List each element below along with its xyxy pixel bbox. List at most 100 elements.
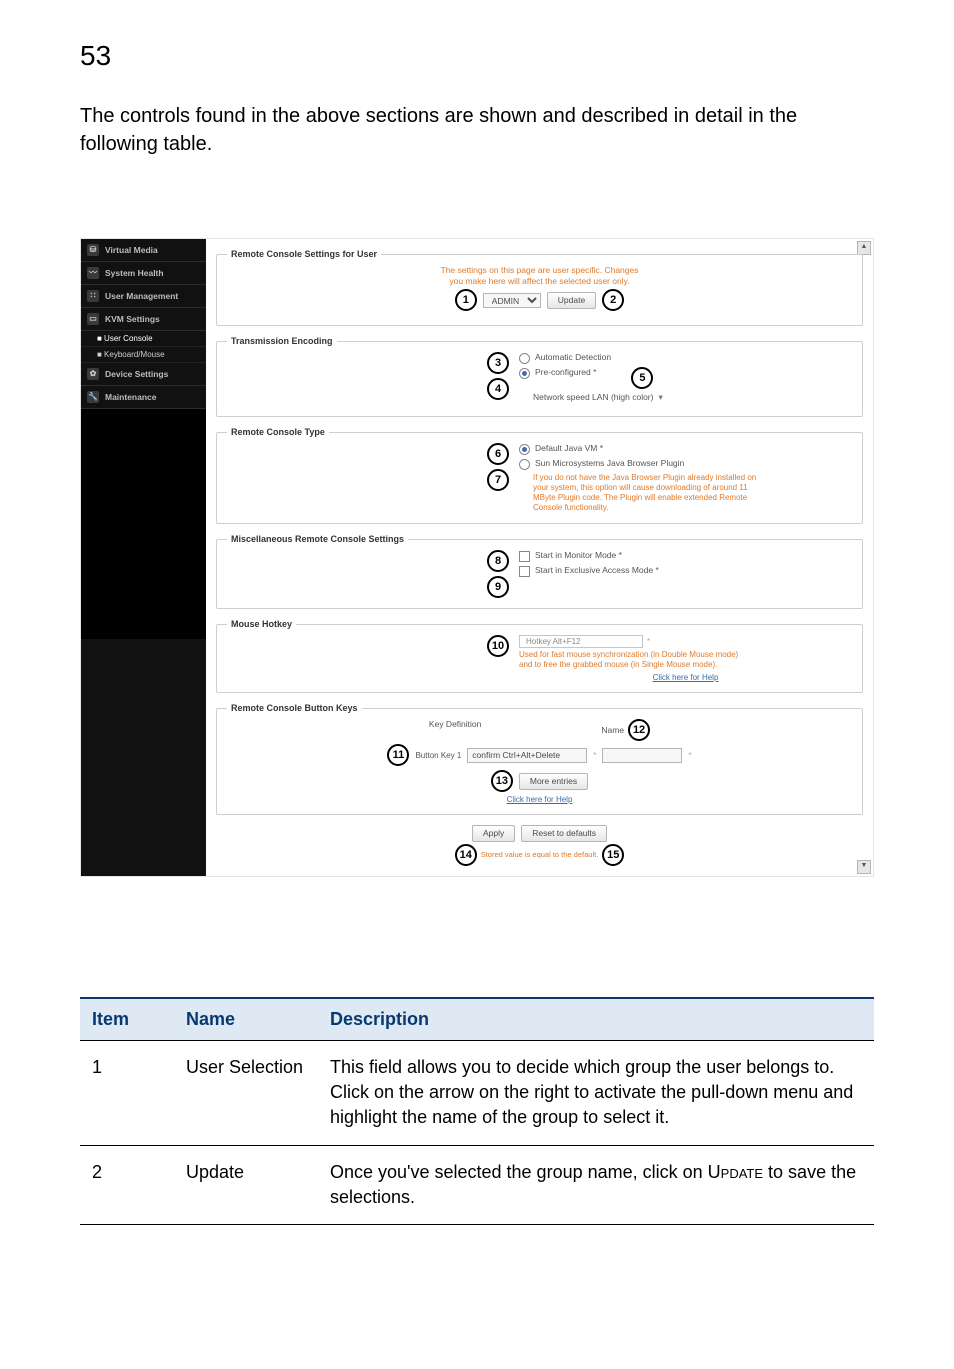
fs-button-keys: Remote Console Button Keys Key Definitio… [216, 703, 863, 815]
fs-transmission-encoding: Transmission Encoding 3 4 Automatic Dete… [216, 336, 863, 417]
label-monitor-mode: Start in Monitor Mode * [535, 550, 622, 560]
callout-5: 5 [631, 367, 653, 389]
bk-asterisk-2: * [688, 751, 691, 760]
legend-rct: Remote Console Type [227, 427, 329, 437]
callout-14: 14 [455, 844, 477, 866]
checkbox-exclusive-mode[interactable] [519, 566, 530, 577]
hotkey-note: Used for fast mouse synchronization (in … [519, 650, 749, 670]
col-name: Name [601, 725, 624, 735]
scroll-down-arrow[interactable]: ▼ [857, 860, 871, 874]
sidebar-filler [81, 409, 206, 639]
radio-preconfigured[interactable] [519, 368, 530, 379]
device-settings-icon: ✿ [87, 368, 99, 380]
fs-mouse-hotkey: Mouse Hotkey 10 Hotkey Alt+F12 * Used fo… [216, 619, 863, 693]
table-row: 1 User Selection This field allows you t… [80, 1041, 874, 1146]
hotkey-help-link[interactable]: Click here for Help [653, 673, 719, 682]
callout-8: 8 [487, 550, 509, 572]
apply-button[interactable]: Apply [472, 825, 515, 842]
callout-13: 13 [491, 770, 513, 792]
radio-auto-detection[interactable] [519, 353, 530, 364]
sidebar-sub-user-console[interactable]: ■ User Console [81, 331, 206, 347]
sidebar-item-label: System Health [105, 268, 164, 278]
fs-remote-console-settings-for-user: Remote Console Settings for User The set… [216, 249, 863, 326]
sidebar-item-label: User Management [105, 291, 178, 301]
callout-10: 10 [487, 635, 509, 657]
notice-line1: The settings on this page are user speci… [227, 265, 852, 276]
sidebar-sub-keyboard-mouse[interactable]: ■ Keyboard/Mouse [81, 347, 206, 363]
th-item: Item [80, 998, 174, 1041]
main-panel: ▲ ▼ Remote Console Settings for User The… [206, 239, 873, 876]
label-network-speed: Network speed LAN (high color) [533, 392, 653, 402]
button-key-name-input[interactable] [602, 748, 682, 763]
intro-paragraph: The controls found in the above sections… [80, 102, 874, 158]
label-exclusive-mode: Start in Exclusive Access Mode * [535, 565, 659, 575]
label-auto-detection: Automatic Detection [535, 352, 611, 362]
callout-11: 11 [387, 744, 409, 766]
th-name: Name [174, 998, 318, 1041]
cell-name: User Selection [174, 1041, 318, 1146]
sidebar-item-device-settings[interactable]: ✿ Device Settings [81, 363, 206, 386]
callout-9: 9 [487, 576, 509, 598]
fs-misc-settings: Miscellaneous Remote Console Settings 8 … [216, 534, 863, 609]
callout-1: 1 [455, 289, 477, 311]
label-default-java: Default Java VM * [535, 443, 603, 453]
maintenance-icon: 🔧 [87, 391, 99, 403]
user-management-icon: ∷ [87, 290, 99, 302]
sidebar-item-label: Device Settings [105, 369, 168, 379]
stored-value-note: Stored value is equal to the default. [481, 850, 599, 859]
sidebar-item-label: Virtual Media [105, 245, 158, 255]
notice-line2: you make here will affect the selected u… [227, 276, 852, 287]
sidebar-item-system-health[interactable]: 〰 System Health [81, 262, 206, 285]
legend-te: Transmission Encoding [227, 336, 337, 346]
desc-smallcaps: Update [708, 1162, 763, 1182]
fs-remote-console-type: Remote Console Type 6 7 Default Java VM … [216, 427, 863, 524]
radio-default-java[interactable] [519, 444, 530, 455]
more-entries-button[interactable]: More entries [519, 773, 588, 790]
cell-desc: Once you've selected the group name, cli… [318, 1145, 874, 1224]
th-description: Description [318, 998, 874, 1041]
cell-name: Update [174, 1145, 318, 1224]
bk-asterisk: * [593, 751, 596, 760]
callout-15: 15 [602, 844, 624, 866]
sidebar: ⛁ Virtual Media 〰 System Health ∷ User M… [81, 239, 206, 876]
radio-sun-java[interactable] [519, 459, 530, 470]
callout-7: 7 [487, 469, 509, 491]
callout-6: 6 [487, 443, 509, 465]
table-row: 2 Update Once you've selected the group … [80, 1145, 874, 1224]
callout-4: 4 [487, 378, 509, 400]
button-key-label: Button Key 1 [415, 751, 461, 760]
system-health-icon: 〰 [87, 267, 99, 279]
rct-note: If you do not have the Java Browser Plug… [533, 473, 763, 513]
desc-pre: Once you've selected the group name, cli… [330, 1162, 708, 1182]
virtual-media-icon: ⛁ [87, 244, 99, 256]
reset-defaults-button[interactable]: Reset to defaults [521, 825, 607, 842]
hotkey-asterisk: * [647, 637, 650, 646]
legend-user: Remote Console Settings for User [227, 249, 381, 259]
checkbox-monitor-mode[interactable] [519, 551, 530, 562]
sidebar-item-virtual-media[interactable]: ⛁ Virtual Media [81, 239, 206, 262]
screenshot-figure: ⛁ Virtual Media 〰 System Health ∷ User M… [80, 238, 874, 877]
description-table: Item Name Description 1 User Selection T… [80, 997, 874, 1225]
legend-misc: Miscellaneous Remote Console Settings [227, 534, 408, 544]
cell-item: 2 [80, 1145, 174, 1224]
sidebar-item-user-management[interactable]: ∷ User Management [81, 285, 206, 308]
label-preconfigured: Pre-configured * [535, 367, 596, 377]
callout-3: 3 [487, 352, 509, 374]
legend-button-keys: Remote Console Button Keys [227, 703, 362, 713]
callout-2: 2 [602, 289, 624, 311]
label-sun-java: Sun Microsystems Java Browser Plugin [535, 458, 684, 468]
dropdown-indicator[interactable]: ▾ [658, 392, 662, 403]
cell-desc: This field allows you to decide which gr… [318, 1041, 874, 1146]
cell-item: 1 [80, 1041, 174, 1146]
sidebar-item-kvm-settings[interactable]: ▭ KVM Settings [81, 308, 206, 331]
legend-hotkey: Mouse Hotkey [227, 619, 296, 629]
col-key-definition: Key Definition [429, 719, 481, 741]
button-key-definition-input[interactable] [467, 748, 587, 763]
hotkey-input[interactable]: Hotkey Alt+F12 [519, 635, 643, 648]
user-select[interactable]: ADMIN [483, 293, 541, 308]
bk-help-link[interactable]: Click here for Help [507, 795, 573, 804]
update-button[interactable]: Update [547, 292, 596, 309]
sidebar-item-label: Maintenance [105, 392, 157, 402]
sidebar-item-maintenance[interactable]: 🔧 Maintenance [81, 386, 206, 409]
sidebar-item-label: KVM Settings [105, 314, 160, 324]
